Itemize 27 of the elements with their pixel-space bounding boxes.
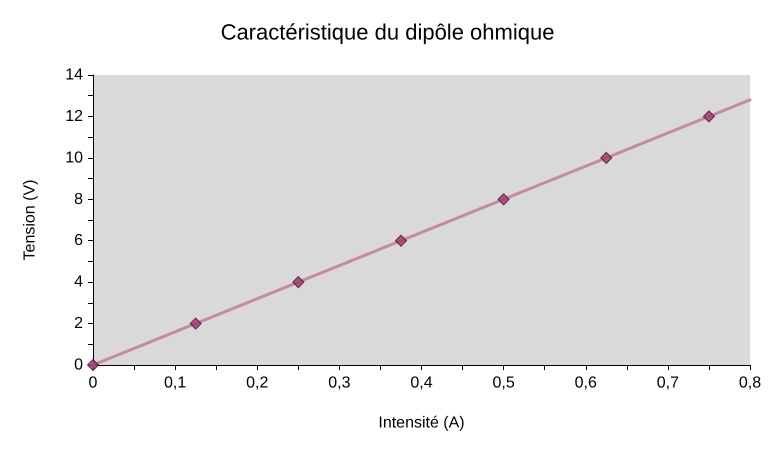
- chart-title: Caractéristique du dipôle ohmique: [220, 20, 554, 44]
- x-tick-label: 0,3: [328, 374, 351, 392]
- y-tick-label: 6: [74, 232, 84, 250]
- x-tick-label: 0: [88, 374, 98, 392]
- x-axis-title: Intensité (A): [378, 414, 465, 432]
- y-tick-label: 14: [65, 66, 84, 84]
- x-tick-label: 0,8: [738, 374, 762, 392]
- point: [600, 152, 612, 164]
- y-axis-title: Tension (V): [22, 180, 38, 260]
- y-tick-label: 2: [74, 315, 84, 332]
- y-tick-label: 4: [74, 274, 84, 291]
- point: [292, 276, 304, 288]
- point: [498, 193, 510, 206]
- x-tick-label: 0,4: [410, 374, 433, 392]
- x-tick-label: 0,2: [246, 374, 268, 392]
- y-tick-label: 8: [74, 190, 84, 208]
- x-tick-label: 0,5: [492, 374, 515, 392]
- point: [394, 234, 407, 247]
- point: [87, 359, 99, 371]
- point: [190, 318, 202, 330]
- y-tick-label: 10: [65, 149, 84, 166]
- x-tick-label: 0,7: [656, 374, 680, 392]
- x-tick-label: 0,6: [574, 374, 597, 392]
- point: [702, 110, 715, 122]
- x-tick-label: 0,1: [164, 374, 186, 392]
- y-tick-label: 0: [74, 356, 84, 374]
- y-tick-label: 12: [65, 108, 84, 125]
